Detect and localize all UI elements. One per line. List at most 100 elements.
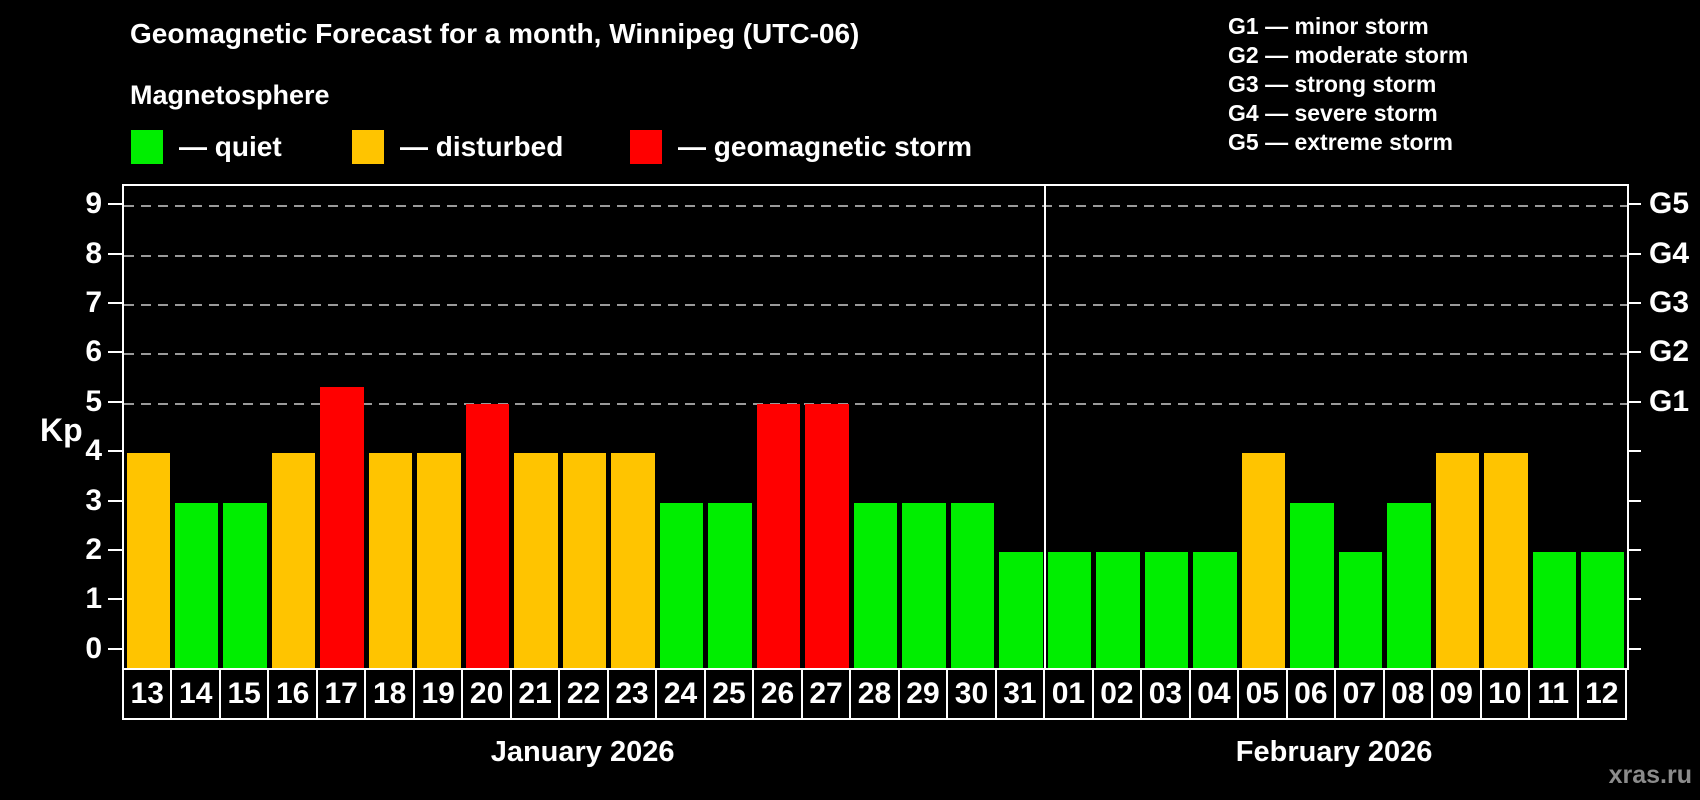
y-tick-label-7: 7 (85, 285, 102, 319)
kp-bar-01 (1047, 551, 1092, 670)
kp-bar-29 (902, 502, 946, 670)
kp-bar-05 (1241, 453, 1286, 670)
day-label-29: 29 (897, 668, 949, 720)
day-label-12: 12 (1576, 668, 1627, 720)
kp-bar-21 (514, 453, 558, 670)
kp-bar-08 (1387, 502, 1431, 670)
day-label-04: 04 (1188, 668, 1240, 720)
kp-bar-13 (126, 453, 170, 670)
day-label-17: 17 (315, 668, 367, 720)
kp-bar-02 (1096, 551, 1140, 670)
g5-legend-line: G5 — extreme storm (1228, 129, 1453, 155)
kp-bar-15 (223, 502, 267, 670)
kp-bar-12 (1581, 551, 1625, 670)
right-axis-label-G3: G3 (1649, 285, 1690, 319)
day-label-06: 06 (1285, 668, 1337, 720)
page-title: Geomagnetic Forecast for a month, Winnip… (130, 18, 860, 49)
y-tick-label-5: 5 (85, 384, 102, 418)
right-tick-8 (1627, 252, 1641, 255)
y-tick-label-9: 9 (85, 187, 102, 221)
day-label-13: 13 (122, 668, 173, 720)
g1-legend-line: G1 — minor storm (1228, 13, 1429, 39)
kp-bar-17 (320, 387, 364, 670)
day-label-16: 16 (267, 668, 318, 720)
gridline-kp8 (124, 254, 1627, 257)
right-tick-6 (1627, 351, 1641, 354)
day-label-18: 18 (364, 668, 415, 720)
kp-bar-06 (1290, 502, 1334, 670)
day-label-24: 24 (655, 668, 706, 720)
right-tick-5 (1627, 400, 1641, 403)
y-tick-7 (108, 301, 122, 304)
right-tick-4 (1627, 450, 1641, 453)
kp-bar-26 (756, 403, 801, 670)
right-axis-label-G5: G5 (1649, 187, 1690, 221)
legend-label-disturbed: — disturbed (400, 131, 564, 162)
month-divider (1044, 186, 1047, 670)
y-tick-label-0: 0 (85, 631, 102, 665)
y-tick-1 (108, 598, 122, 601)
watermark: xras.ru (1608, 761, 1692, 789)
gridline-kp5 (124, 402, 1627, 405)
y-tick-label-1: 1 (85, 582, 102, 616)
y-tick-label-8: 8 (85, 236, 102, 270)
day-label-23: 23 (606, 668, 658, 720)
day-label-21: 21 (509, 668, 561, 720)
day-label-25: 25 (703, 668, 755, 720)
quiet-color-swatch (131, 130, 163, 164)
y-tick-9 (108, 203, 122, 206)
kp-bar-16 (271, 453, 316, 670)
day-label-30: 30 (946, 668, 997, 720)
right-tick-9 (1627, 203, 1641, 206)
day-label-14: 14 (170, 668, 221, 720)
kp-bar-07 (1338, 551, 1383, 670)
month-label-january: January 2026 (490, 736, 675, 768)
magnetosphere-legend-title: Magnetosphere (130, 80, 330, 110)
day-label-11: 11 (1528, 668, 1579, 720)
kp-bar-30 (950, 502, 995, 670)
day-label-26: 26 (752, 668, 803, 720)
kp-bar-27 (805, 403, 849, 670)
kp-bar-23 (611, 453, 655, 670)
right-tick-3 (1627, 499, 1641, 502)
g3-legend-line: G3 — strong storm (1228, 71, 1437, 97)
day-label-15: 15 (218, 668, 270, 720)
gridline-kp6 (124, 353, 1627, 356)
day-label-27: 27 (800, 668, 852, 720)
day-label-28: 28 (849, 668, 900, 720)
y-tick-label-6: 6 (85, 335, 102, 369)
kp-bar-19 (417, 453, 461, 670)
y-tick-2 (108, 548, 122, 551)
g-scale-legend: G1 — minor storm G2 — moderate storm G3 … (1228, 12, 1468, 157)
legend-item-quiet: — quiet (131, 128, 282, 166)
legend-item-storm: — geomagnetic storm (630, 128, 972, 166)
kp-bar-10 (1484, 453, 1528, 670)
right-tick-2 (1627, 548, 1641, 551)
y-tick-4 (108, 450, 122, 453)
gridline-kp7 (124, 303, 1627, 306)
disturbed-color-swatch (352, 130, 384, 164)
right-axis-label-G4: G4 (1649, 236, 1690, 270)
day-label-19: 19 (412, 668, 464, 720)
day-label-10: 10 (1479, 668, 1531, 720)
y-tick-label-3: 3 (85, 483, 102, 517)
y-tick-label-2: 2 (85, 532, 102, 566)
kp-bar-28 (853, 502, 898, 670)
legend-item-disturbed: — disturbed (352, 128, 563, 166)
y-tick-5 (108, 400, 122, 403)
storm-color-swatch (630, 130, 662, 164)
day-label-09: 09 (1431, 668, 1482, 720)
kp-bar-03 (1144, 551, 1189, 670)
gridline-kp9 (124, 205, 1627, 208)
kp-bar-25 (708, 502, 752, 670)
kp-bar-22 (562, 453, 607, 670)
day-label-22: 22 (558, 668, 609, 720)
plot-area (122, 184, 1629, 670)
day-label-05: 05 (1237, 668, 1288, 720)
right-tick-1 (1627, 598, 1641, 601)
y-tick-3 (108, 499, 122, 502)
g2-legend-line: G2 — moderate storm (1228, 42, 1469, 68)
right-axis-label-G2: G2 (1649, 335, 1690, 369)
kp-bar-04 (1193, 551, 1237, 670)
